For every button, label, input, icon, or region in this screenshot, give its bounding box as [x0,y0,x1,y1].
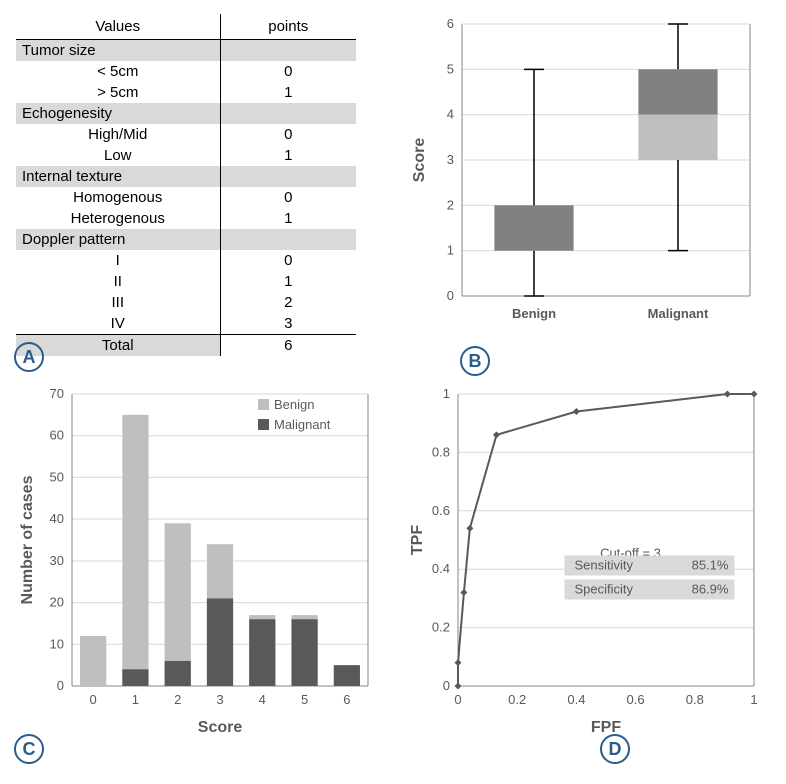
svg-text:2: 2 [174,692,181,707]
svg-text:86.9%: 86.9% [692,582,729,597]
svg-text:1: 1 [750,692,757,707]
panel-d: 00.20.40.60.8100.20.40.60.81TPFFPFCut-of… [400,380,780,770]
svg-text:0: 0 [454,692,461,707]
panel-label-d: D [600,734,630,764]
svg-text:0: 0 [57,678,64,693]
svg-text:TPF: TPF [409,525,426,555]
svg-text:1: 1 [443,386,450,401]
svg-text:0.2: 0.2 [432,620,450,635]
col-header-points: points [220,14,356,40]
svg-text:0.8: 0.8 [432,444,450,459]
svg-text:10: 10 [50,636,64,651]
boxplot-chart: 0 1 2 3 4 5 6 Score Benign Malignant [400,10,770,340]
svg-text:6: 6 [447,16,454,31]
svg-text:3: 3 [447,152,454,167]
svg-text:0: 0 [443,678,450,693]
svg-text:60: 60 [50,428,64,443]
panel-a: Values points Tumor size< 5cm0> 5cm1Echo… [10,10,390,370]
svg-text:4: 4 [259,692,266,707]
svg-text:Sensitivity: Sensitivity [574,558,633,573]
svg-text:70: 70 [50,386,64,401]
svg-text:5: 5 [301,692,308,707]
svg-text:Benign: Benign [512,306,556,321]
svg-text:30: 30 [50,553,64,568]
svg-text:20: 20 [50,595,64,610]
panel-label-b: B [460,346,490,376]
svg-text:0: 0 [447,288,454,303]
svg-text:Number of cases: Number of cases [19,475,36,604]
bar-chart: 0 10 20 30 40 50 60 70 Number of cases Score 0 1 2 3 4… [10,380,380,740]
svg-text:40: 40 [50,511,64,526]
svg-text:0.4: 0.4 [432,561,450,576]
svg-text:3: 3 [216,692,223,707]
svg-text:Malignant: Malignant [648,306,709,321]
panel-label-c: C [14,734,44,764]
panel-b: 0123456ScoreBenignMalignant B [400,10,780,370]
svg-text:50: 50 [50,469,64,484]
panel-label-a: A [14,342,44,372]
svg-text:Score: Score [198,719,243,736]
svg-text:2: 2 [447,197,454,212]
svg-text:4: 4 [447,107,454,122]
roc-chart: 00.20.40.60.8100.20.40.60.81TPFFPFCut-of… [400,380,770,740]
svg-text:0.8: 0.8 [686,692,704,707]
svg-text:Benign: Benign [274,397,314,412]
svg-text:Malignant: Malignant [274,417,331,432]
svg-text:85.1%: 85.1% [692,558,729,573]
svg-text:5: 5 [447,61,454,76]
svg-text:6: 6 [343,692,350,707]
svg-text:1: 1 [447,243,454,258]
svg-text:1: 1 [132,692,139,707]
svg-text:0: 0 [90,692,97,707]
svg-text:Specificity: Specificity [574,582,633,597]
svg-text:0.4: 0.4 [567,692,585,707]
col-header-values: Values [16,14,220,40]
scoring-table: Values points Tumor size< 5cm0> 5cm1Echo… [16,14,356,356]
svg-text:0.6: 0.6 [627,692,645,707]
svg-text:Score: Score [411,138,428,183]
svg-text:0.2: 0.2 [508,692,526,707]
svg-text:0.6: 0.6 [432,503,450,518]
panel-c: 0 10 20 30 40 50 60 70 Number of cases Score 0 1 2 3 4… [10,380,390,770]
